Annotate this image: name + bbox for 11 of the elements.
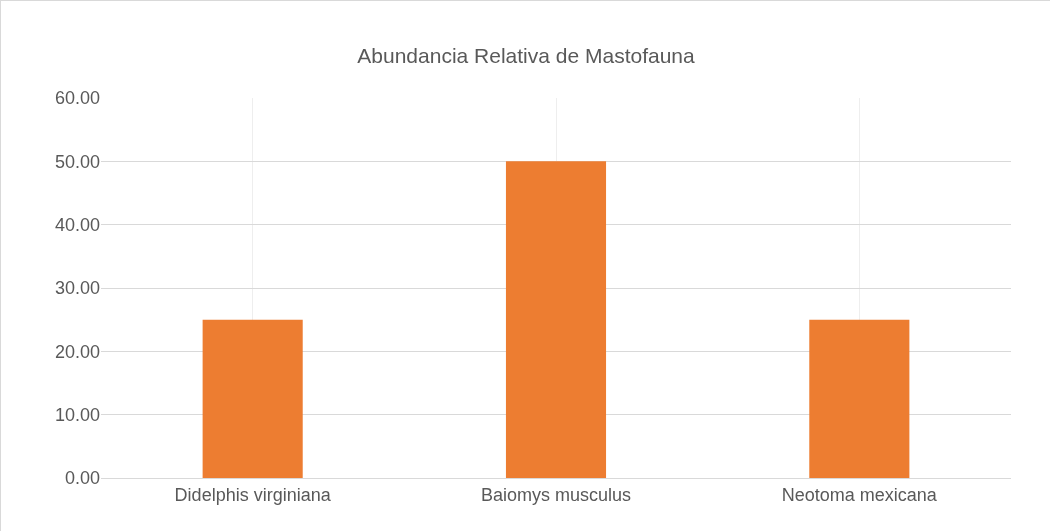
x-tick-label: Baiomys musculus (480, 484, 632, 505)
y-tick-label: 20.00 (54, 341, 100, 362)
y-tick-label: 10.00 (54, 404, 100, 425)
y-tick-label: 40.00 (54, 214, 100, 235)
y-tick-label: 30.00 (54, 278, 100, 299)
y-tick-label: 0.00 (64, 468, 100, 489)
y-tick-label: 50.00 (54, 151, 100, 172)
x-tick-label: Neotoma mexicana (781, 484, 938, 505)
y-tick-label: 60.00 (54, 88, 100, 109)
chart-title: Abundancia Relativa de Mastofauna (357, 44, 696, 68)
x-tick-label: Didelphis virginiana (174, 484, 332, 505)
